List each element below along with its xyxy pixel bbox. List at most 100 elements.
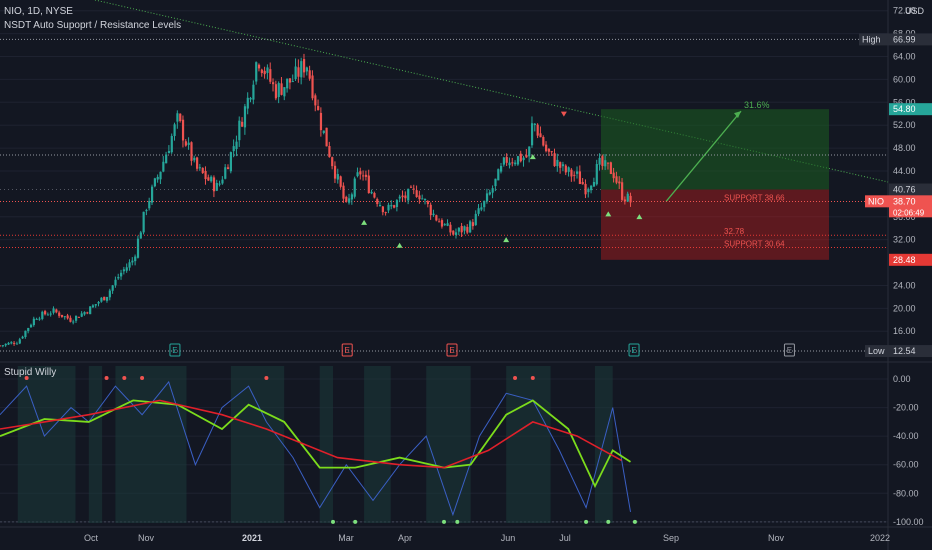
- candle-body: [601, 156, 604, 166]
- candle-body: [83, 312, 86, 315]
- candle-body: [58, 312, 61, 316]
- osc-band: [17, 366, 76, 523]
- support-triangle: [503, 237, 510, 243]
- osc-top-dot: [530, 376, 535, 380]
- candle-body: [134, 256, 137, 262]
- price-tick: 64.00: [893, 52, 916, 62]
- price-tick: 20.00: [893, 303, 916, 313]
- candle-body: [198, 167, 202, 169]
- candle-body: [542, 136, 545, 146]
- earnings-label: E: [631, 346, 636, 355]
- candle-body: [153, 178, 157, 187]
- candle-body: [483, 200, 486, 208]
- candle-body: [184, 141, 187, 146]
- candle-body: [387, 204, 390, 211]
- candle-body: [516, 156, 520, 165]
- osc-top-dot: [122, 376, 127, 380]
- candle-body: [272, 82, 275, 85]
- support-triangle: [636, 214, 643, 220]
- price-label-box: [889, 33, 932, 46]
- price-label-box: [889, 195, 932, 218]
- osc-tick: -60.00: [893, 460, 919, 470]
- candle-body: [328, 146, 331, 158]
- price-tick: 60.00: [893, 74, 916, 84]
- candle-body: [319, 112, 323, 131]
- candle-body: [294, 66, 297, 80]
- price-label-box: [889, 253, 932, 266]
- candle-body: [46, 314, 50, 316]
- candle-body: [291, 81, 294, 83]
- price-label-tag-text: High: [862, 34, 881, 44]
- candle-body: [156, 176, 159, 180]
- candle-body: [359, 171, 362, 175]
- candle-body: [29, 324, 33, 328]
- candle-body: [18, 339, 21, 344]
- candle-body: [60, 314, 64, 317]
- candle-body: [530, 123, 534, 146]
- candle-body: [55, 309, 58, 313]
- candle-body: [480, 207, 483, 210]
- osc-top-dot: [513, 376, 518, 380]
- time-tick: Apr: [398, 533, 412, 543]
- candle-body: [148, 201, 151, 209]
- candle-body: [246, 97, 249, 109]
- osc-band: [594, 366, 613, 523]
- candle-body: [232, 146, 235, 152]
- price-label-tag: [865, 195, 889, 208]
- price-label-value: 12.54: [893, 346, 916, 356]
- osc-bottom-dot: [584, 519, 589, 524]
- projection-arrowhead: [734, 111, 741, 119]
- earnings-label: E: [345, 346, 350, 355]
- candle-body: [266, 67, 269, 73]
- candle-body: [136, 238, 140, 258]
- candle-body: [120, 272, 123, 277]
- candle-body: [162, 161, 165, 172]
- candle-body: [128, 262, 131, 268]
- candle-body: [485, 193, 489, 202]
- candle-body: [103, 296, 106, 301]
- osc-top-dot: [264, 376, 269, 380]
- candle-body: [469, 221, 472, 233]
- price-label-value: 54.80: [893, 104, 916, 114]
- candle-body: [111, 285, 114, 291]
- candle-body: [63, 316, 66, 318]
- candle-body: [263, 70, 266, 75]
- candle-body: [446, 223, 449, 226]
- candle-body: [300, 61, 303, 78]
- candle-body: [243, 106, 247, 128]
- candle-body: [74, 315, 78, 321]
- candle-body: [471, 222, 475, 227]
- candle-body: [573, 174, 576, 176]
- resistance-triangle: [560, 111, 567, 117]
- price-tick: 44.00: [893, 166, 916, 176]
- osc-top-dot: [140, 376, 145, 380]
- candle-body: [277, 83, 280, 98]
- candle-body: [398, 196, 401, 199]
- earnings-marker: [341, 343, 353, 357]
- osc-fast-line: [0, 380, 631, 517]
- support-triangle: [396, 242, 403, 248]
- candle-body: [94, 304, 97, 306]
- candle-body: [348, 198, 351, 203]
- candle-body: [539, 133, 542, 138]
- candle-body: [370, 191, 373, 194]
- candle-body: [333, 165, 337, 179]
- candle-body: [629, 195, 632, 203]
- candle-body: [463, 226, 466, 231]
- candle-body: [49, 313, 52, 315]
- candle-body: [395, 200, 399, 207]
- candle-body: [415, 190, 418, 198]
- candle-body: [238, 120, 241, 141]
- price-label-value: 38.70: [893, 196, 916, 206]
- price-label-tag: [859, 33, 889, 46]
- time-tick: Nov: [768, 533, 785, 543]
- candle-body: [426, 201, 430, 204]
- candle-body: [77, 316, 81, 318]
- osc-top-dot: [24, 376, 29, 380]
- candle-body: [505, 156, 508, 163]
- candle-body: [176, 113, 179, 122]
- candle-body: [249, 97, 252, 100]
- candle-body: [533, 123, 536, 125]
- support-triangle: [529, 154, 536, 160]
